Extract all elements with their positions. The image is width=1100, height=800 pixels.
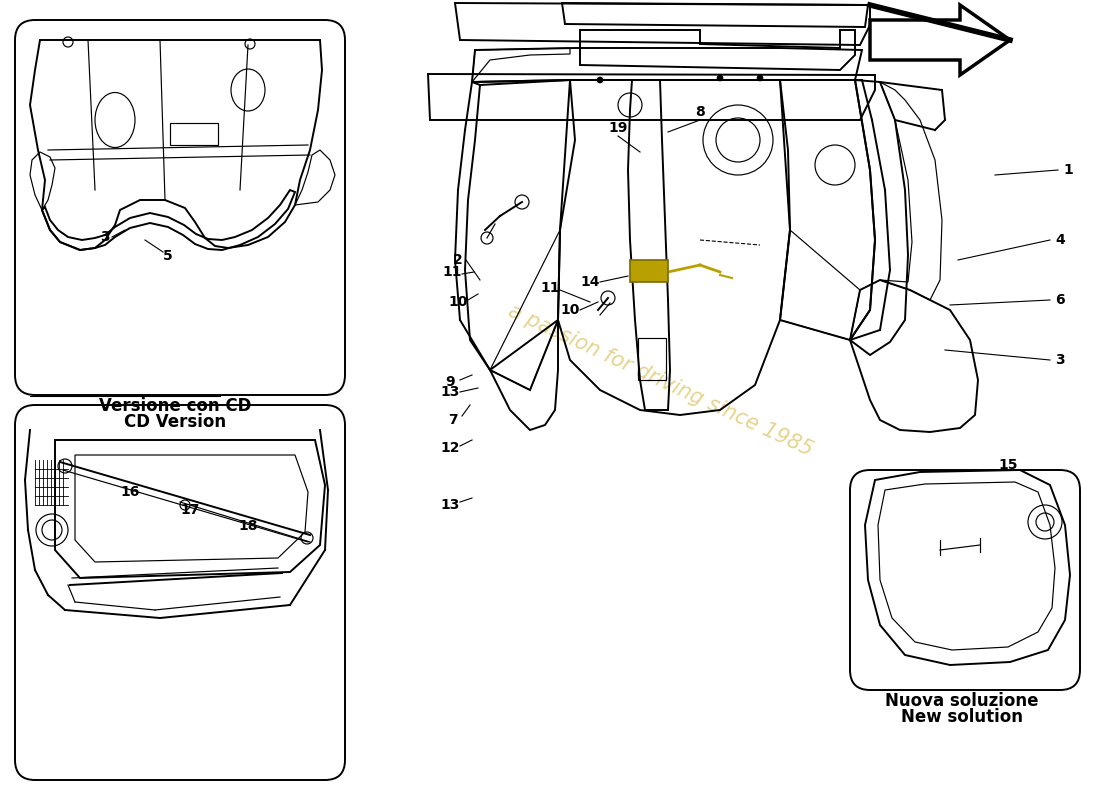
Text: 6: 6 xyxy=(1055,293,1065,307)
Text: New solution: New solution xyxy=(901,708,1023,726)
FancyBboxPatch shape xyxy=(850,470,1080,690)
Text: 13: 13 xyxy=(440,385,460,399)
Text: 12: 12 xyxy=(440,441,460,455)
Polygon shape xyxy=(870,5,1010,75)
Text: 13: 13 xyxy=(440,498,460,512)
Circle shape xyxy=(757,75,763,81)
Text: 15: 15 xyxy=(999,458,1018,472)
Text: CD Version: CD Version xyxy=(124,413,227,431)
Circle shape xyxy=(717,75,723,81)
Text: 19: 19 xyxy=(608,121,628,135)
Text: a passion for driving since 1985: a passion for driving since 1985 xyxy=(505,301,815,459)
Text: 17: 17 xyxy=(180,503,200,517)
Text: 2: 2 xyxy=(453,253,463,267)
Text: 16: 16 xyxy=(120,485,140,499)
Bar xyxy=(170,123,218,145)
Text: 3: 3 xyxy=(100,230,110,244)
Circle shape xyxy=(597,77,603,83)
FancyBboxPatch shape xyxy=(15,20,345,395)
Text: 11: 11 xyxy=(540,281,560,295)
Text: 10: 10 xyxy=(560,303,580,317)
Text: 14: 14 xyxy=(581,275,600,289)
Text: 18: 18 xyxy=(239,519,257,533)
Text: 10: 10 xyxy=(449,295,468,309)
Text: Versione con CD: Versione con CD xyxy=(99,397,251,415)
Text: 3: 3 xyxy=(1055,353,1065,367)
Text: 8: 8 xyxy=(695,105,705,119)
FancyBboxPatch shape xyxy=(15,405,345,780)
Text: 11: 11 xyxy=(442,265,462,279)
Text: 7: 7 xyxy=(448,413,458,427)
Text: 9: 9 xyxy=(446,375,454,389)
Text: 1: 1 xyxy=(1063,163,1072,177)
Bar xyxy=(630,260,668,282)
Text: 5: 5 xyxy=(163,249,173,263)
Text: 4: 4 xyxy=(1055,233,1065,247)
Text: Nuova soluzione: Nuova soluzione xyxy=(886,692,1038,710)
Bar xyxy=(638,338,666,380)
